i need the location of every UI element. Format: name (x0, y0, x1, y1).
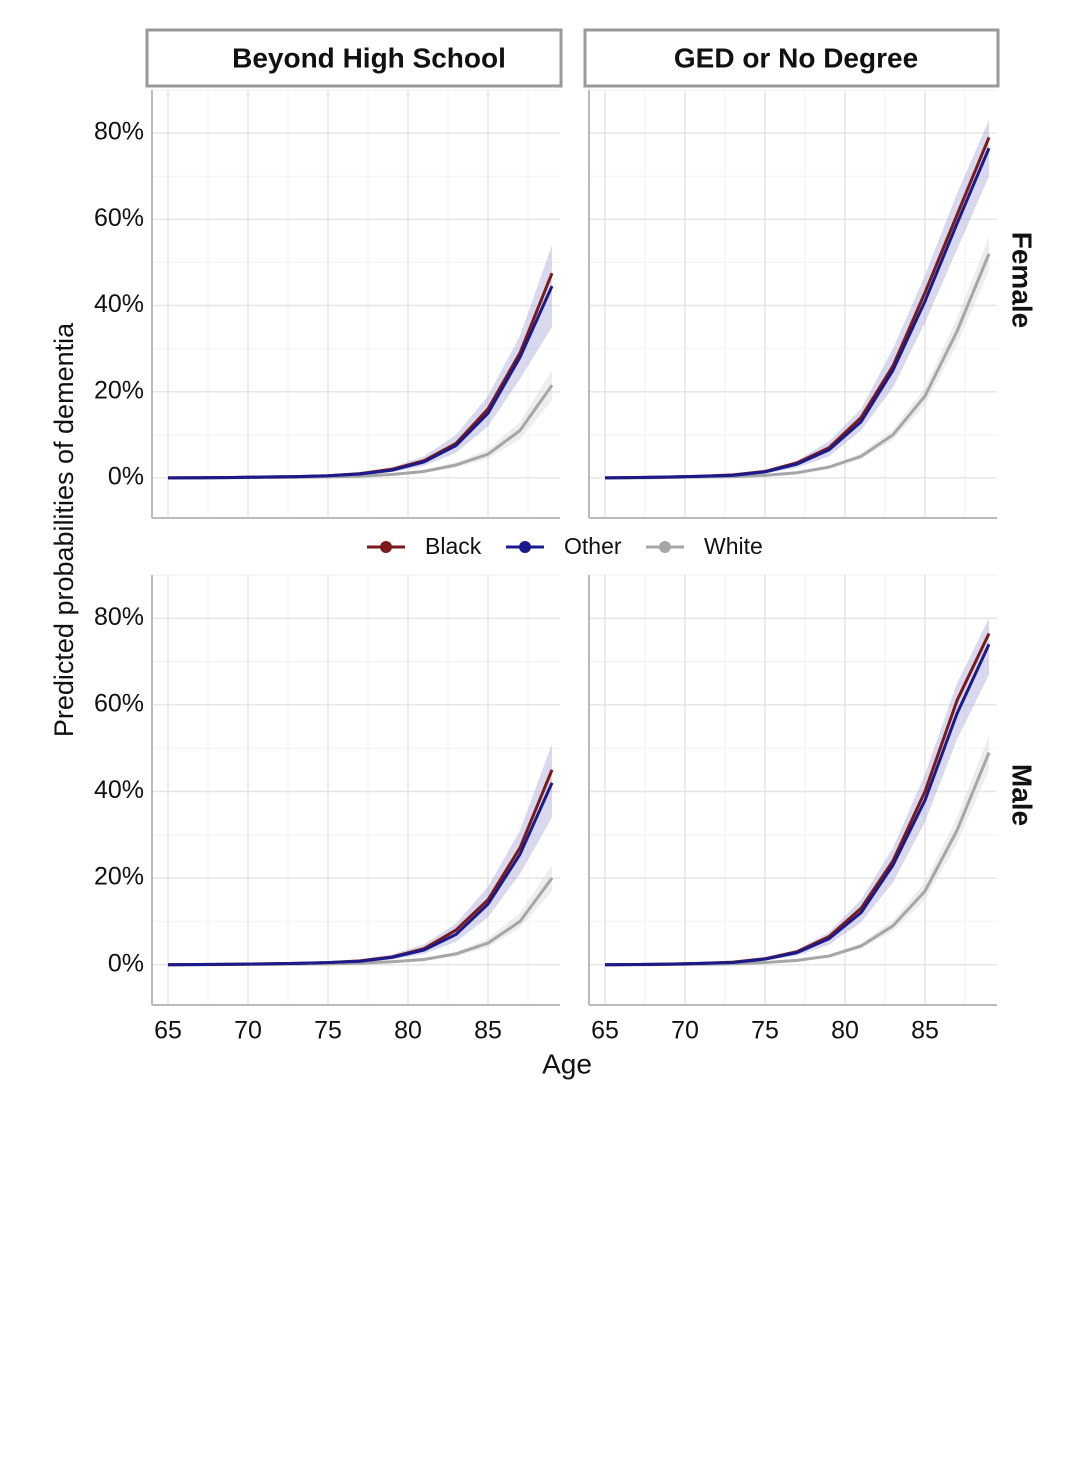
confidence-band (168, 743, 552, 965)
legend-label: Other (564, 533, 622, 559)
panel (588, 89, 997, 519)
confidence-band (605, 120, 989, 478)
y-tick-label: 0% (108, 463, 144, 491)
series-line (167, 782, 554, 967)
x-axis-label: Age (542, 1048, 592, 1079)
y-tick-label: 0% (108, 949, 144, 977)
legend: Black Other White (367, 533, 763, 559)
confidence-band (605, 618, 989, 965)
y-tick-label: 20% (94, 376, 144, 404)
panel: 65 70 75 80 85 0% 20% 40% 60% 80% (94, 574, 560, 1045)
y-tick-label: 60% (94, 204, 144, 232)
x-tick-label: 85 (474, 1017, 502, 1045)
x-tick-label: 80 (831, 1017, 859, 1045)
x-tick-label: 70 (234, 1017, 262, 1045)
legend-label: White (704, 533, 763, 559)
strip-box (583, 28, 1000, 88)
y-tick-label: 60% (94, 690, 144, 718)
y-tick-label: 40% (94, 776, 144, 804)
panel: 0% 20% 40% 60% 80% (94, 89, 560, 519)
panel: 65 70 75 80 85 (588, 574, 997, 1045)
x-tick-label: 75 (314, 1017, 342, 1045)
confidence-band (168, 245, 552, 478)
x-tick-label: 75 (751, 1017, 779, 1045)
y-tick-label: 80% (94, 603, 144, 631)
y-tick-label: 80% (94, 118, 144, 146)
legend-marker (659, 541, 671, 553)
y-tick-label: 40% (94, 290, 144, 318)
strip-box (145, 28, 563, 88)
legend-marker (380, 541, 392, 553)
x-tick-label: 85 (911, 1017, 939, 1045)
x-tick-label: 80 (394, 1017, 422, 1045)
x-tick-label: 70 (671, 1017, 699, 1045)
column-strip-label: GED or No Degree (674, 42, 918, 73)
x-tick-label: 65 (591, 1017, 619, 1045)
row-strip-label: Male (1007, 764, 1038, 826)
legend-marker (519, 541, 531, 553)
series-line (604, 643, 991, 967)
row-strip-label: Female (1007, 232, 1038, 329)
x-tick-label: 65 (154, 1017, 182, 1045)
y-tick-label: 20% (94, 863, 144, 891)
column-strip-label: Beyond High School (232, 42, 506, 73)
legend-label: Black (425, 533, 482, 559)
series-line (604, 147, 991, 480)
series-line (167, 285, 554, 480)
y-axis-label: Predicted probabilities of dementia (49, 322, 79, 737)
